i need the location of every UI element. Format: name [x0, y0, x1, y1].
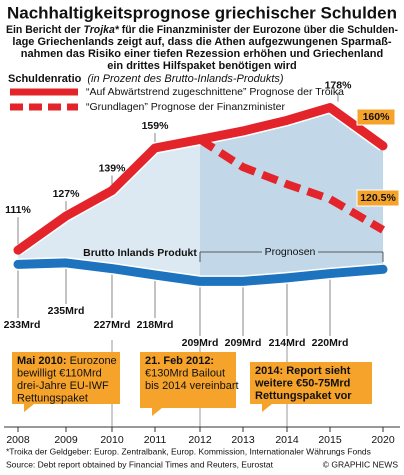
legend-label: “Grundlagen” Prognose der Finanzminister — [86, 101, 286, 113]
annotation-date: 2014: — [255, 365, 283, 377]
x-tick-label: 2008 — [6, 434, 30, 446]
annotation-text: Rettungspaket — [17, 392, 88, 404]
intro-emphasis: Trojka* — [84, 24, 120, 36]
footer-source: Source: Debt report obtained by Financia… — [6, 459, 274, 469]
forecast-label: Prognosen — [265, 246, 316, 258]
intro-line: ein drittes Hilfspaket benötigen wird — [107, 60, 296, 72]
value-label: 227Mrd — [94, 319, 131, 331]
annotation-line: 2014: Report sieht — [255, 365, 351, 377]
line — [13, 103, 388, 255]
value-label: 178% — [325, 79, 353, 91]
annotation-text: Report sieht — [283, 365, 351, 377]
value-label: 214Mrd — [269, 337, 306, 349]
y-label-note: (in Prozent des Brutto-Inlands-Produkts) — [87, 73, 284, 85]
intro-text: Ein Bericht der — [6, 24, 84, 36]
value-label: 209Mrd — [182, 337, 219, 349]
annotation-box — [12, 352, 120, 404]
value-label: 220Mrd — [312, 337, 349, 349]
intro-text: für die Finanzminister der Eurozone über… — [119, 24, 398, 36]
value-label-box — [356, 108, 396, 126]
x-tick-label: 2012 — [188, 434, 212, 446]
footer-note: *Troika der Geldgeber: Europ. Zentralban… — [6, 446, 371, 456]
value-label: 120.5% — [360, 192, 396, 204]
intro-line: lage Griechenlands zeigt auf, dass die A… — [12, 36, 392, 48]
line — [13, 258, 388, 286]
legend-label: “Auf Abwärtstrend zugeschnittene” Progno… — [86, 86, 344, 98]
annotation-pointer — [262, 404, 272, 412]
title: Nachhaltigkeitsprognose griechischer Sch… — [7, 3, 397, 22]
annotation-text: bewilligt €110Mrd — [17, 367, 102, 379]
annotation-text: bis 2014 vereinbart — [145, 380, 239, 392]
value-label: 209Mrd — [225, 337, 262, 349]
annotation-text: €130Mrd Bailout — [145, 367, 225, 379]
footer-credit: © GRAPHIC NEWS — [323, 459, 399, 469]
x-tick-label: 2014 — [275, 434, 299, 446]
value-label-box — [356, 189, 400, 207]
annotation-date: 21. Feb 2012: — [145, 355, 214, 367]
intro-line: Ein Bericht der Trojka* für die Finanzmi… — [6, 24, 398, 36]
x-tick-label: 2009 — [54, 434, 78, 446]
annotation-text: weitere €50-75Mrd — [254, 377, 350, 389]
value-label: 233Mrd — [4, 319, 41, 331]
y-label-line: Schuldenratio (in Prozent des Brutto-Inla… — [8, 73, 284, 85]
annotation-text: drei-Jahre EU-IWF — [17, 380, 109, 392]
y-label: Schuldenratio — [8, 73, 82, 85]
value-label: 127% — [53, 188, 81, 200]
value-label: 235Mrd — [48, 305, 85, 317]
annotation-pointer — [152, 408, 162, 416]
x-tick-label: 2020 — [371, 434, 395, 446]
forecast-area-fill — [200, 107, 383, 282]
line — [197, 136, 386, 234]
value-label: 160% — [363, 111, 391, 123]
annotation-pointer — [24, 404, 34, 412]
intro-line: nahmen das Risiko einer tiefen Rezession… — [21, 48, 383, 60]
x-tick-label: 2011 — [144, 434, 167, 446]
annotation-text: Rettungspaket vor — [255, 390, 352, 402]
value-label: 111% — [5, 204, 31, 216]
value-label: 159% — [142, 120, 170, 132]
annotation-date: Mai 2010: — [17, 355, 67, 367]
x-tick-label: 2013 — [231, 434, 255, 446]
value-label: 218Mrd — [137, 319, 174, 331]
x-tick-label: 2010 — [100, 434, 124, 446]
annotation-line: Mai 2010: Eurozone — [17, 355, 117, 367]
annotation-box — [250, 362, 372, 404]
annotation-box — [140, 352, 236, 408]
x-tick-label: 2015 — [318, 434, 342, 446]
series-label: Brutto Inlands Produkt — [83, 247, 197, 259]
value-label: 139% — [99, 162, 127, 174]
annotation-text: Eurozone — [67, 355, 117, 367]
